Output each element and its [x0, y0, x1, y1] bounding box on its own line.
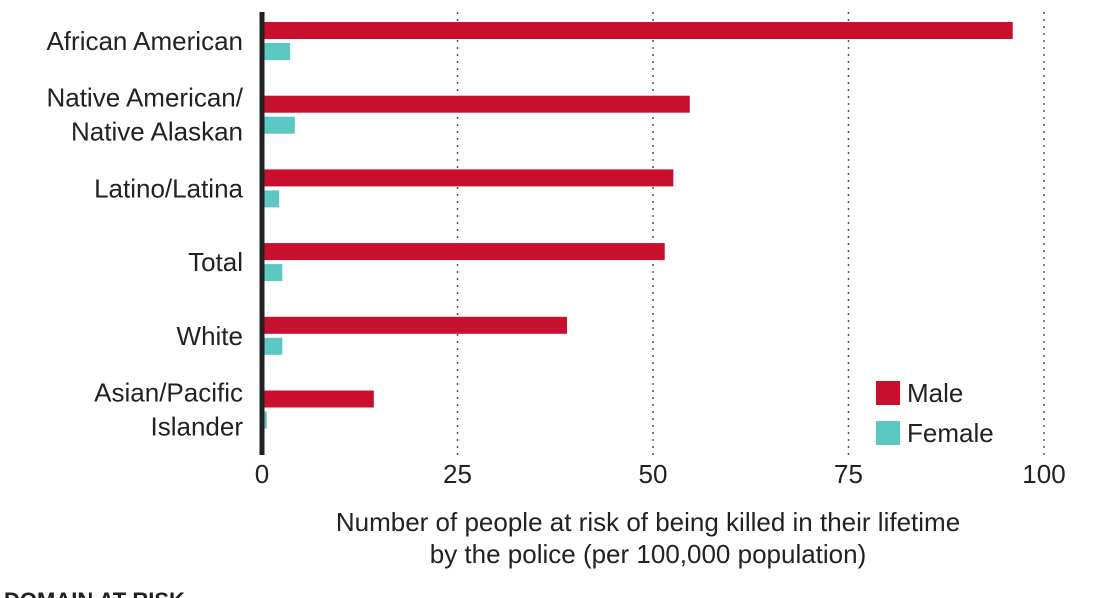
bar-female-3 [262, 264, 283, 282]
category-label: Native Alaskan [71, 117, 243, 147]
x-axis-title: Number of people at risk of being killed… [336, 507, 960, 569]
bar-male-2 [262, 169, 674, 187]
x-tick-label: 100 [1022, 459, 1065, 489]
bars-layer [262, 22, 1013, 429]
bar-male-4 [262, 316, 567, 334]
footer-text: DOMAIN AT RISK [4, 588, 185, 598]
bar-male-5 [262, 390, 374, 408]
category-label: White [177, 321, 243, 351]
x-tick-labels: 0 25 50 75 100 [255, 459, 1066, 489]
bar-female-4 [262, 337, 283, 355]
category-label: Islander [151, 412, 244, 442]
legend-label-male: Male [907, 378, 963, 408]
bar-female-1 [262, 116, 295, 134]
x-tick-label: 0 [255, 459, 269, 489]
x-tick-label: 50 [639, 459, 668, 489]
x-tick-label: 75 [834, 459, 863, 489]
bar-female-2 [262, 190, 280, 208]
category-label: Latino/Latina [94, 173, 243, 203]
category-label: Total [188, 247, 243, 277]
bar-male-1 [262, 95, 690, 113]
category-label: Native American/ [46, 83, 243, 113]
x-axis-title-line-2: by the police (per 100,000 population) [430, 539, 867, 569]
legend-swatch-female [876, 421, 900, 445]
category-labels: African American Native American/Native A… [46, 26, 243, 442]
category-label: Asian/Pacific [94, 378, 243, 408]
legend-label-female: Female [907, 418, 994, 448]
bar-male-0 [262, 22, 1013, 39]
x-tick-label: 25 [443, 459, 472, 489]
x-axis-title-line-1: Number of people at risk of being killed… [336, 507, 960, 537]
bar-male-3 [262, 243, 665, 261]
legend: Male Female [876, 378, 994, 448]
legend-swatch-male [876, 381, 900, 405]
category-label: African American [46, 26, 243, 56]
bar-female-0 [262, 43, 291, 60]
